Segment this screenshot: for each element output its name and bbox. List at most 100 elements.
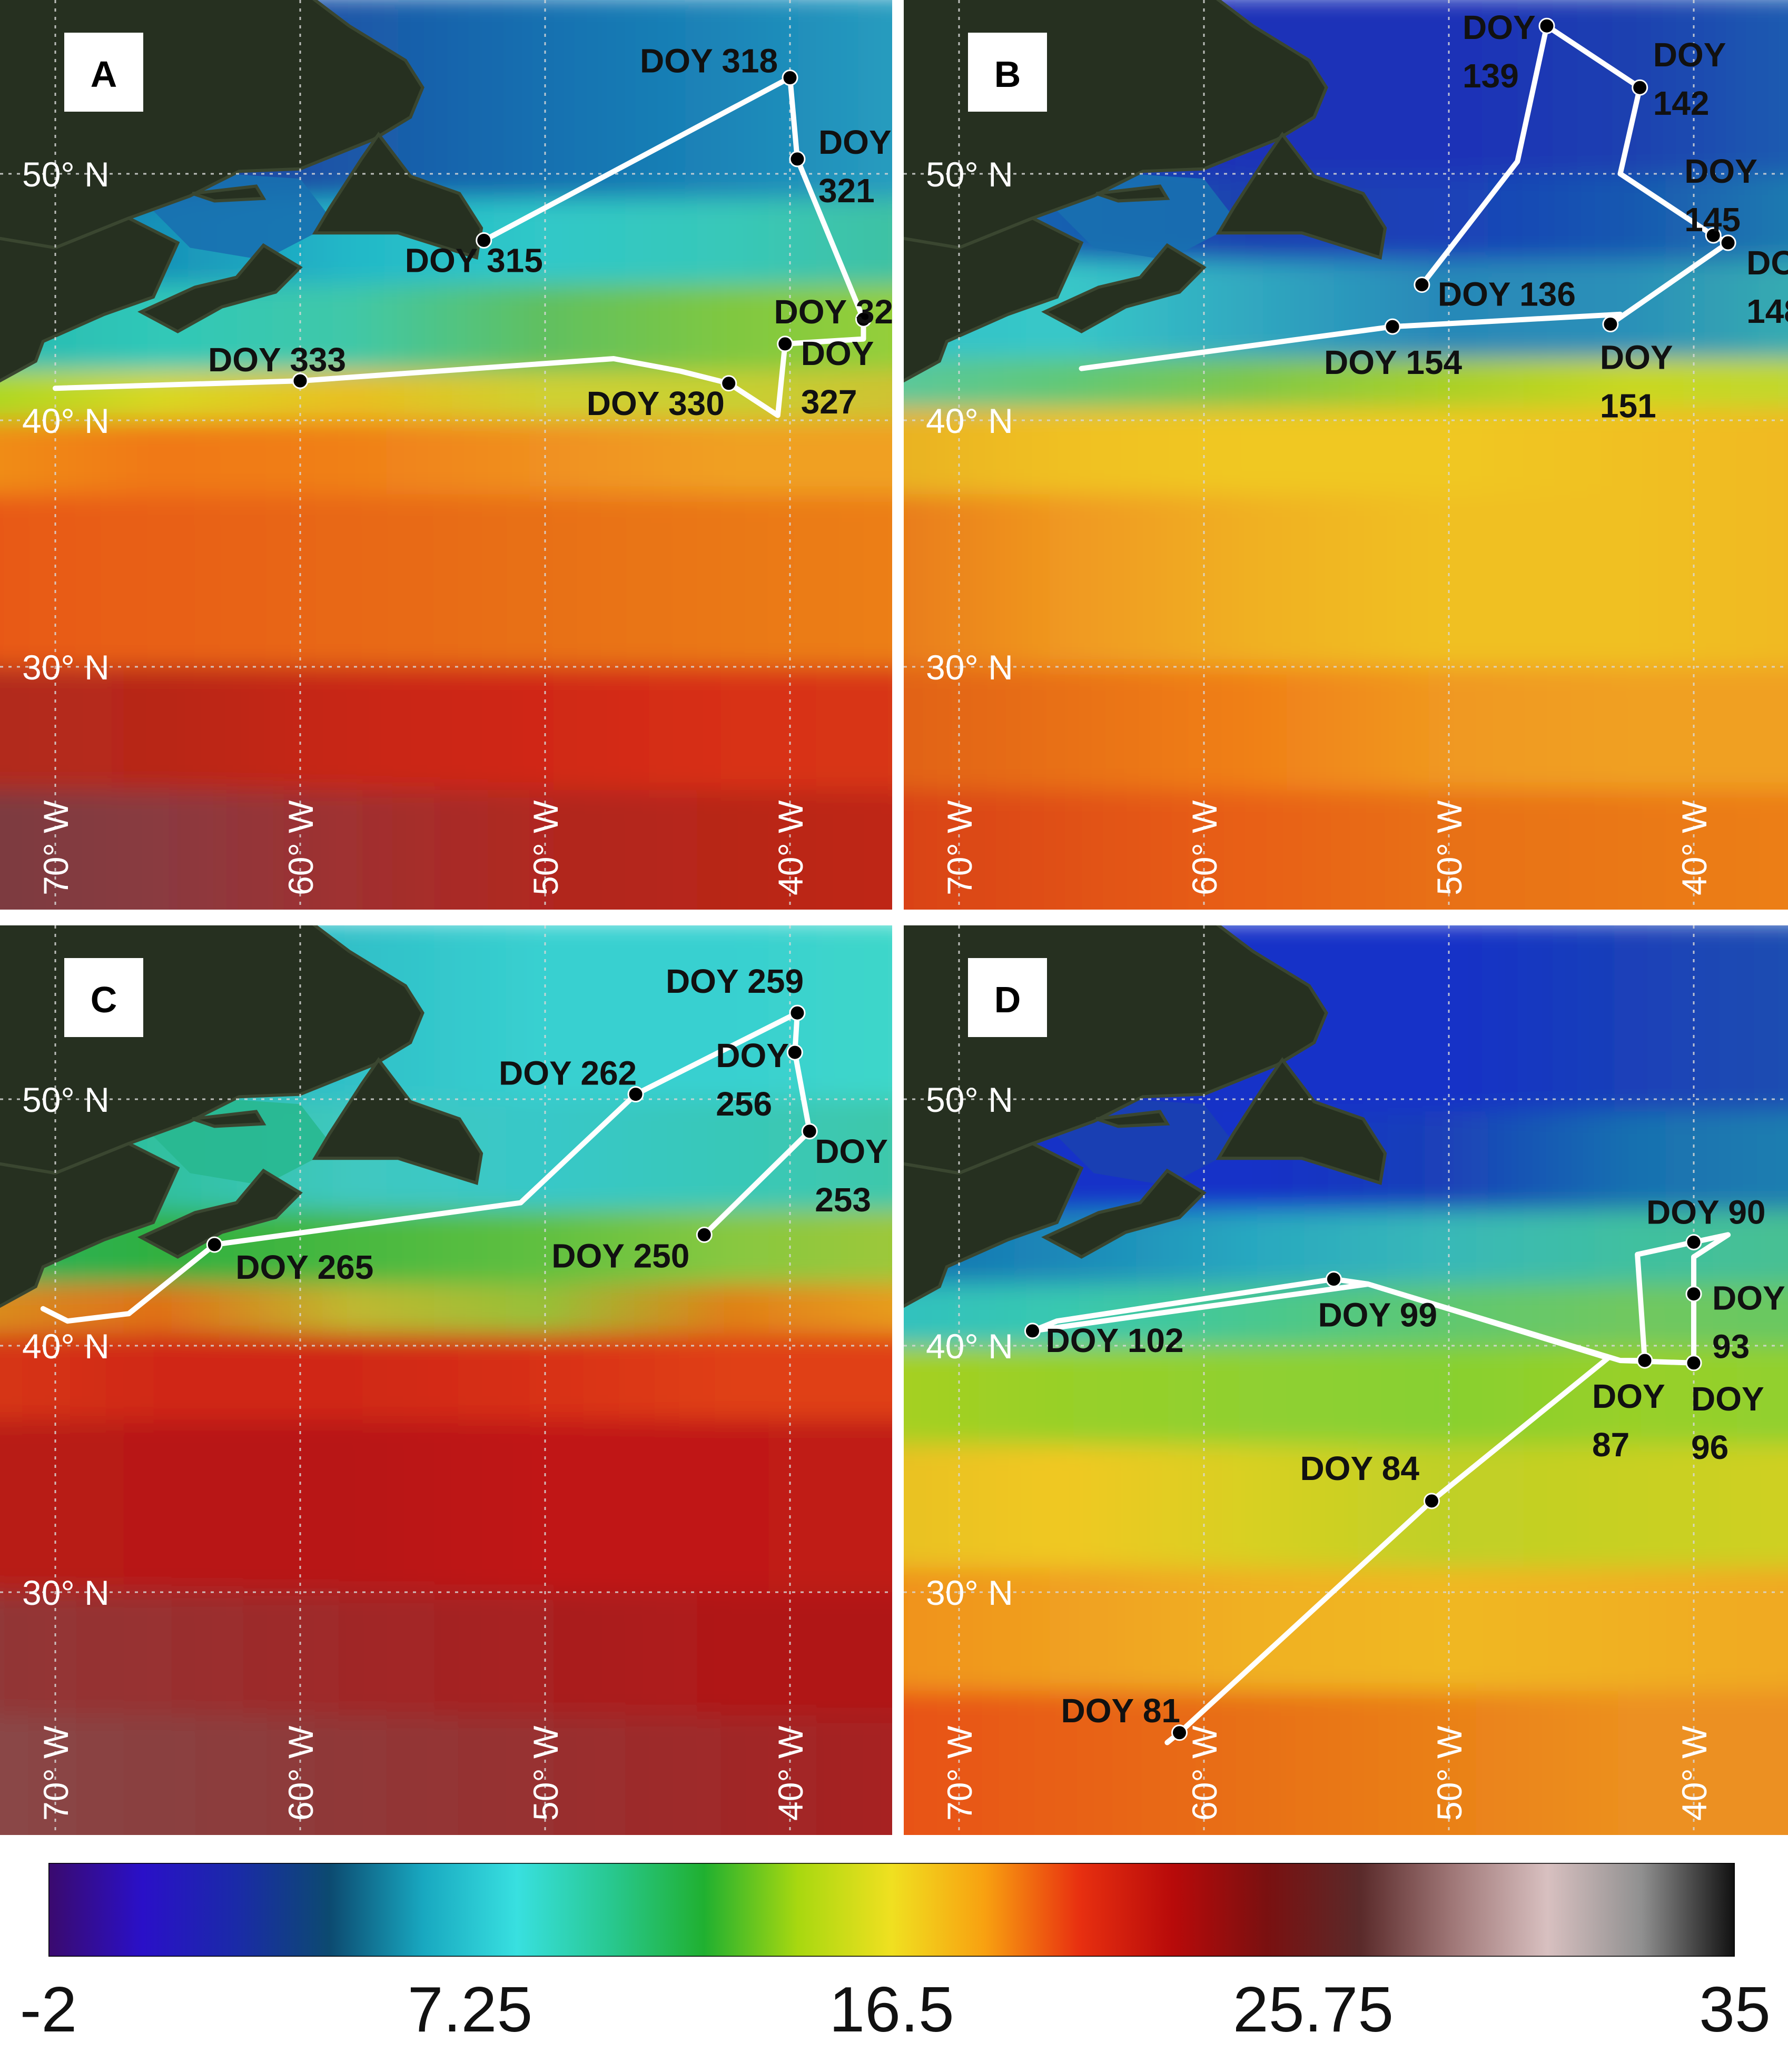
graticule <box>0 925 892 1835</box>
latitude-label: 50° N <box>926 1080 1013 1119</box>
waypoint-label: DOY 330 <box>587 384 725 422</box>
waypoint-marker <box>789 151 806 167</box>
longitude-label: 70° W <box>940 800 979 895</box>
longitude-label: 40° W <box>771 1725 810 1821</box>
latitude-label: 50° N <box>22 155 110 194</box>
longitude-label: 70° W <box>36 800 75 895</box>
waypoint-label: DOY 327 <box>801 334 874 421</box>
waypoint-marker <box>1632 79 1648 96</box>
waypoint-marker <box>1720 234 1736 251</box>
latitude-label: 40° N <box>926 401 1013 440</box>
waypoint-label: DOY 136 <box>1438 275 1576 313</box>
panel-letter-box <box>64 958 143 1037</box>
waypoint-label: DOY 154 <box>1324 343 1463 381</box>
waypoint-marker <box>777 336 794 352</box>
waypoint-label: DOY 250 <box>551 1237 689 1275</box>
waypoint-label: DOY 333 <box>208 341 346 379</box>
waypoint-label: DOY 102 <box>1046 1321 1184 1359</box>
longitude-label: 40° W <box>1675 800 1714 895</box>
colorbar <box>47 1862 1736 1958</box>
longitude-label: 60° W <box>1185 1725 1224 1821</box>
panel-letter-box <box>968 33 1047 112</box>
waypoint-marker <box>1171 1724 1188 1741</box>
latitude-label: 50° N <box>926 155 1013 194</box>
latitude-label: 30° N <box>926 1573 1013 1612</box>
latitude-label: 50° N <box>22 1080 110 1119</box>
ship-track <box>1030 1232 1731 1745</box>
waypoint-label: DOY 139 <box>1463 8 1536 95</box>
waypoint-marker <box>1423 1493 1440 1509</box>
colorbar-tick-label: 7.25 <box>407 1974 533 2045</box>
latitude-label: 40° N <box>22 401 110 440</box>
waypoint-marker <box>1685 1286 1702 1303</box>
waypoint-marker <box>855 311 872 328</box>
latitude-label: 30° N <box>926 648 1013 687</box>
waypoint-label: DOY 99 <box>1318 1296 1437 1334</box>
waypoint-marker <box>1325 1271 1342 1288</box>
sst-map: 50° N 40° N 30° N 70° W 60° W 50° W 40° W DOY 2… <box>0 925 892 1835</box>
longitude-label: 50° W <box>526 1725 565 1821</box>
colorbar-tick-label: 25.75 <box>1232 1974 1394 2045</box>
waypoint-label: DOY148 <box>1746 244 1788 330</box>
panel-letter: A <box>91 54 117 95</box>
panel-letter: C <box>91 979 117 1020</box>
waypoint-label: DOY 96 <box>1691 1380 1764 1466</box>
waypoint-marker <box>206 1236 223 1253</box>
colorbar-tick-label: -2 <box>19 1974 77 2045</box>
waypoint-marker <box>1384 318 1401 335</box>
waypoint-marker <box>1414 277 1430 293</box>
longitude-label: 40° W <box>771 800 810 895</box>
colorbar-tick-label: 35 <box>1699 1974 1771 2045</box>
waypoint-marker <box>801 1123 818 1140</box>
sea-surface-temperature-field <box>0 0 892 910</box>
latitude-label: 40° N <box>926 1327 1013 1366</box>
waypoint-label: DOY 262 <box>499 1054 637 1092</box>
sst-map: 50° N 40° N 30° N 70° W 60° W 50° W 40° W DOY 8… <box>904 925 1788 1835</box>
waypoint-marker <box>1602 315 1619 332</box>
waypoint-marker <box>1705 227 1722 244</box>
longitude-label: 70° W <box>36 1725 75 1821</box>
waypoint-marker <box>720 375 737 392</box>
ship-track <box>40 1010 813 1324</box>
longitude-label: 50° W <box>1430 1725 1469 1821</box>
panel-c: 50° N 40° N 30° N 70° W 60° W 50° W 40° W DOY 2… <box>0 925 892 1835</box>
waypoint-marker <box>782 69 798 86</box>
longitude-label: 40° W <box>1675 1725 1714 1821</box>
waypoint-marker <box>696 1226 713 1243</box>
colorbar-gradient <box>47 1862 1736 1958</box>
panel-letter-box <box>968 958 1047 1037</box>
landmass <box>904 925 1387 1308</box>
panel-letter-box <box>64 33 143 112</box>
longitude-label: 70° W <box>940 1725 979 1821</box>
waypoint-marker <box>1685 1355 1702 1372</box>
waypoint-label: DOY 87 <box>1592 1377 1665 1464</box>
panel-b: 50° N 40° N 30° N 70° W 60° W 50° W 40° W DOY 1… <box>904 0 1788 910</box>
graticule <box>0 0 892 910</box>
waypoint-label: DOY 315 <box>405 241 543 279</box>
waypoint-label: DOY 265 <box>235 1248 373 1286</box>
panel-a: 50° N 40° N 30° N 70° W 60° W 50° W 40° W DOY 3… <box>0 0 892 910</box>
waypoint-marker <box>1636 1352 1653 1369</box>
longitude-label: 60° W <box>281 800 320 895</box>
waypoint-label: DOY 142 <box>1653 36 1726 122</box>
waypoint-marker <box>789 1004 806 1021</box>
latitude-label: 40° N <box>22 1327 110 1366</box>
waypoint-marker <box>1538 17 1555 34</box>
sst-map: 50° N 40° N 30° N 70° W 60° W 50° W 40° W DOY 3… <box>0 0 892 910</box>
waypoint-label: DOY 259 <box>666 962 804 1000</box>
panel-letter: B <box>994 54 1021 95</box>
waypoint-label: DOY 321 <box>818 123 892 210</box>
colorbar-tick-label: 16.5 <box>829 1974 954 2045</box>
waypoint-label: DOY 318 <box>640 42 778 80</box>
longitude-label: 50° W <box>526 800 565 895</box>
waypoint-label: DOY 145 <box>1684 152 1757 239</box>
waypoint-marker <box>627 1086 644 1103</box>
longitude-label: 60° W <box>281 1725 320 1821</box>
waypoint-marker <box>476 232 492 249</box>
sst-map: 50° N 40° N 30° N 70° W 60° W 50° W 40° W DOY 1… <box>904 0 1788 910</box>
latitude-label: 30° N <box>22 1573 110 1612</box>
waypoint-label: DOY 256 <box>716 1037 789 1123</box>
waypoint-marker <box>1024 1323 1041 1339</box>
waypoint-label: DOY 84 <box>1300 1449 1419 1487</box>
waypoint-marker <box>1685 1234 1702 1250</box>
